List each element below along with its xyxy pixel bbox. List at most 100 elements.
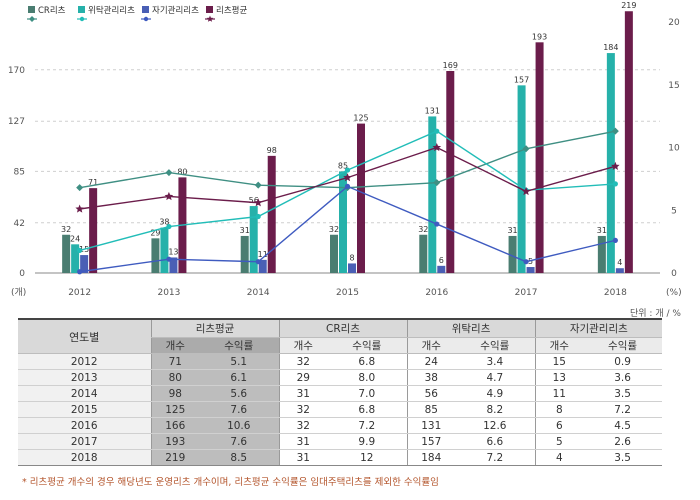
x-tick-label: 2016 [425,288,448,298]
year-cell: 2018 [18,449,151,466]
group-header-self: 자기관리리츠 [534,318,663,338]
table-row: 2016 166 10.6 32 7.2 131 12.6 6 4.5 [18,417,663,434]
count-cell: 32 [278,417,328,434]
bar [258,259,267,273]
bar [71,244,80,273]
bar [357,123,365,273]
yield-cell: 3.5 [583,449,663,466]
yield-cell: 10.6 [199,417,280,434]
bar-value-label: 4 [617,258,622,267]
line-point [521,186,531,196]
sub-header-count: 개수 [406,337,456,354]
yield-cell: 6.6 [455,433,536,450]
yield-cell: 4.7 [455,369,536,386]
count-cell: 6 [534,417,584,434]
count-cell: 24 [406,353,456,370]
count-cell: 71 [150,353,199,370]
bar [240,235,249,273]
legend-label: 자기관리리츠 [152,5,199,16]
sub-header-yield: 수익률 [327,337,408,354]
legend-label: 리츠평균 [216,5,247,16]
yield-cell: 7.2 [327,417,408,434]
bar-value-label: 169 [443,61,458,70]
year-cell: 2013 [18,369,151,386]
line-point [75,204,84,213]
year-cell: 2014 [18,385,151,402]
y-axis-label-right: (%) [666,288,682,298]
y-tick-left: 42 [14,219,25,229]
bar [446,71,455,273]
bar-value-label: 11 [258,250,268,259]
y-axis-label-left: (개) [11,287,26,298]
yield-cell: 3.4 [455,353,536,370]
count-cell: 166 [150,417,199,434]
bar-value-label: 125 [353,114,368,123]
bar-value-label: 219 [621,1,636,10]
x-tick-label: 2015 [336,288,359,298]
bar [160,227,169,273]
line-point [164,191,174,201]
line-point [522,145,530,153]
bar-value-label: 32 [61,225,71,234]
count-cell: 5 [534,433,584,450]
bar [517,85,526,273]
bar [169,257,178,273]
line-point [254,181,262,189]
legend-marker [79,16,85,22]
yield-cell: 8.5 [199,449,280,466]
group-header-trust: 위탁리츠 [406,318,536,338]
bar-value-label: 157 [514,75,529,84]
bar-value-label: 31 [597,226,607,235]
bar-value-label: 24 [70,234,80,243]
count-cell: 157 [406,433,456,450]
line-point [77,269,83,275]
yield-cell: 8.0 [327,369,408,386]
table-row: 2014 98 5.6 31 7.0 56 4.9 11 3.5 [18,385,663,402]
line-point [343,173,352,182]
count-cell: 80 [150,369,199,386]
count-cell: 8 [534,401,584,418]
bar-value-label: 193 [532,32,547,41]
bar-value-label: 32 [418,225,428,234]
sub-header-yield: 수익률 [455,337,536,354]
yield-cell: 2.6 [583,433,663,450]
bar-value-label: 29 [150,228,160,237]
bar [151,238,160,273]
line-point [77,247,83,254]
line-point [255,259,261,265]
footnote: * 리츠평균 개수의 경우 해당년도 운영리츠 개수이며, 리츠평균 수익률은 … [22,477,439,488]
line-point [76,184,84,192]
yield-cell: 5.1 [199,353,280,370]
count-cell: 184 [406,449,456,466]
table-body: 2012 71 5.1 32 6.8 24 3.4 15 0.9 2013 80 6.1 29 8.0 38… [18,353,663,466]
count-cell: 219 [150,449,199,466]
bar-value-label: 31 [240,226,250,235]
legend-marker [143,16,149,22]
legend-swatch-bar [142,6,149,13]
year-cell: 2012 [18,353,151,370]
y-tick-right: 5 [671,206,677,216]
line-point [253,198,263,207]
count-cell: 125 [150,401,199,418]
yield-cell: 4.5 [583,417,663,434]
yield-cell: 9.9 [327,433,408,450]
yield-cell: 7.2 [455,449,536,466]
bar [624,11,633,273]
y-tick-left: 85 [14,167,25,177]
y-tick-right: 20 [668,18,680,28]
count-cell: 32 [278,353,328,370]
bar [267,155,276,273]
bar-value-label: 131 [425,106,440,115]
yield-cell: 5.6 [199,385,280,402]
legend-swatch-bar [28,6,35,13]
legend-marker [206,15,214,22]
bar-value-label: 6 [439,256,444,265]
bar [80,255,89,273]
count-cell: 11 [534,385,584,402]
table-row: 2013 80 6.1 29 8.0 38 4.7 13 3.6 [18,369,663,386]
bar [62,234,71,273]
bar-value-label: 98 [267,146,277,155]
count-cell: 4 [534,449,584,466]
sub-header-count: 개수 [150,337,199,354]
